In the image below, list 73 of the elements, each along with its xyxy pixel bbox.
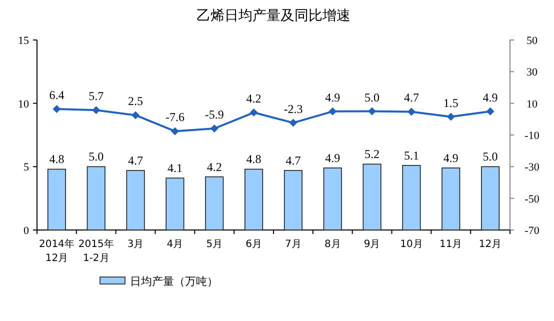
bar	[244, 168, 264, 230]
point	[328, 107, 337, 116]
x-tick-label: 10月	[400, 239, 423, 250]
y2-tick-label: 30	[526, 66, 538, 79]
y-tick-label: 10	[18, 98, 30, 110]
x-tick-label: 5月	[206, 239, 223, 250]
y2-tick-label: 10	[526, 98, 538, 110]
data-label: 4.2	[246, 92, 262, 106]
x-tick-label: 9月	[364, 239, 380, 250]
x-tick-label: 7月	[285, 239, 302, 250]
data-label: 2.5	[128, 94, 144, 108]
data-label: 4.2	[206, 160, 222, 174]
data-label: 4.9	[325, 150, 340, 165]
data-label: 4.7	[128, 153, 144, 168]
bar	[402, 165, 421, 230]
bar	[442, 168, 460, 230]
bar	[126, 170, 145, 230]
legend-label: 日均产量（万吨）	[130, 275, 218, 288]
y2-tick-label: -50	[524, 193, 540, 206]
data-label: 4.7	[286, 153, 301, 168]
data-label: 4.9	[443, 150, 458, 165]
bar	[47, 168, 66, 230]
point	[250, 108, 258, 117]
point	[210, 124, 218, 133]
data-label: 4.8	[246, 152, 262, 166]
data-label: 4.9	[325, 90, 340, 104]
y-tick-label: 15	[18, 35, 30, 47]
y2-tick-label: -10	[524, 130, 540, 142]
data-label: 4.9	[482, 90, 498, 104]
data-label: 6.4	[49, 88, 64, 102]
x-tick-label: 2014年 12月	[38, 238, 74, 264]
point	[486, 107, 494, 116]
data-label: -7.6	[165, 110, 184, 124]
point	[446, 112, 455, 121]
x-tick-label: 8月	[324, 239, 341, 250]
data-label: 5.0	[88, 150, 104, 164]
point	[52, 105, 61, 114]
chart-title: 乙烯日均产量及同比增速	[196, 8, 350, 24]
data-label: 5.0	[482, 150, 498, 164]
data-label: 5.0	[364, 90, 380, 104]
point	[170, 127, 179, 136]
y2-tick-label: 50	[526, 35, 538, 47]
x-tick-label: 12月	[478, 239, 502, 250]
data-label: 5.2	[364, 147, 380, 162]
x-tick-label: 4月	[166, 239, 184, 250]
point	[289, 118, 298, 127]
bar	[166, 178, 184, 230]
y-tick-label: 0	[24, 225, 30, 237]
data-label: -5.9	[204, 108, 224, 122]
x-tick-label: 6月	[246, 239, 262, 250]
y-tick-label: 5	[24, 162, 30, 174]
bar	[362, 164, 382, 230]
data-label: 5.7	[88, 89, 104, 104]
y2-tick-label: -70	[524, 225, 540, 237]
bar	[86, 166, 106, 230]
bar	[481, 166, 500, 230]
data-label: -2.3	[284, 102, 303, 116]
bar	[284, 170, 302, 230]
bar	[323, 168, 342, 230]
point	[132, 111, 140, 120]
point	[407, 108, 416, 116]
x-tick-label: 2015年 1-2月	[78, 238, 114, 264]
point	[92, 106, 100, 114]
x-tick-label: 11月	[440, 239, 462, 250]
bar	[205, 176, 224, 230]
y2-tick-label: -30	[524, 162, 540, 174]
x-tick-label: 3月	[127, 239, 144, 250]
point	[368, 107, 376, 116]
data-label: 1.5	[443, 96, 458, 110]
data-label: 5.1	[404, 148, 419, 162]
data-label: 4.8	[49, 152, 64, 166]
data-label: 4.1	[167, 161, 182, 176]
data-label: 4.7	[404, 90, 419, 105]
